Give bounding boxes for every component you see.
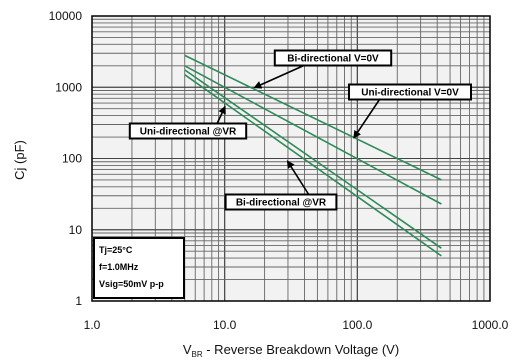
annotation-arrow bbox=[216, 105, 226, 124]
series-line-1 bbox=[184, 65, 442, 205]
y-axis-title: Cj (pF) bbox=[12, 140, 27, 180]
y-tick-label: 10 bbox=[69, 223, 83, 237]
x-tick-label: 1000.0 bbox=[472, 318, 509, 332]
y-tick-label: 1000 bbox=[55, 80, 82, 94]
annotation-box bbox=[348, 83, 472, 101]
condition-temperature: Tj=25°C bbox=[99, 245, 133, 255]
annotation-callouts: Bi-directional V=0V Uni-directional V=0V U… bbox=[128, 49, 472, 211]
x-tick-label: 1.0 bbox=[84, 318, 101, 332]
annotation-arrow bbox=[353, 99, 381, 139]
annotation-box bbox=[273, 49, 393, 67]
conditions-box: Tj=25°C f=1.0MHz Vsig=50mV p-p bbox=[93, 237, 185, 299]
x-tick-label: 10.0 bbox=[213, 318, 237, 332]
series-line-2 bbox=[184, 69, 442, 249]
annotation-arrow bbox=[286, 160, 310, 195]
y-tick-label: 1 bbox=[75, 294, 82, 308]
condition-signal: Vsig=50mV p-p bbox=[99, 279, 164, 289]
condition-frequency: f=1.0MHz bbox=[99, 262, 139, 272]
annotation-box bbox=[128, 122, 248, 140]
annotation-label: Uni-directional @VR bbox=[140, 127, 237, 138]
annotation-label: Bi-directional @VR bbox=[236, 198, 327, 209]
series-line-3 bbox=[184, 74, 442, 257]
x-axis-title-rest: - Reverse Breakdown Voltage (V) bbox=[203, 342, 400, 357]
annotation-label: Bi-directional V=0V bbox=[287, 54, 379, 65]
y-tick-label: 100 bbox=[62, 152, 82, 166]
x-tick-label: 100.0 bbox=[342, 318, 372, 332]
annotation-arrow bbox=[253, 64, 305, 89]
x-axis-title: VBR - Reverse Breakdown Voltage (V) bbox=[183, 342, 399, 359]
x-axis-title-v: V bbox=[183, 342, 192, 357]
annotation-label: Uni-directional V=0V bbox=[361, 88, 459, 99]
tick-labels: 1.0 10.0 100.0 1000.0 1 10 100 1000 10000 bbox=[49, 9, 509, 332]
y-tick-label: 10000 bbox=[49, 9, 83, 23]
series-lines bbox=[184, 54, 442, 257]
plot-frame bbox=[91, 15, 491, 302]
annotation-box bbox=[224, 193, 338, 211]
x-axis-title-subscript: BR bbox=[192, 350, 203, 359]
series-line-0 bbox=[184, 54, 442, 181]
